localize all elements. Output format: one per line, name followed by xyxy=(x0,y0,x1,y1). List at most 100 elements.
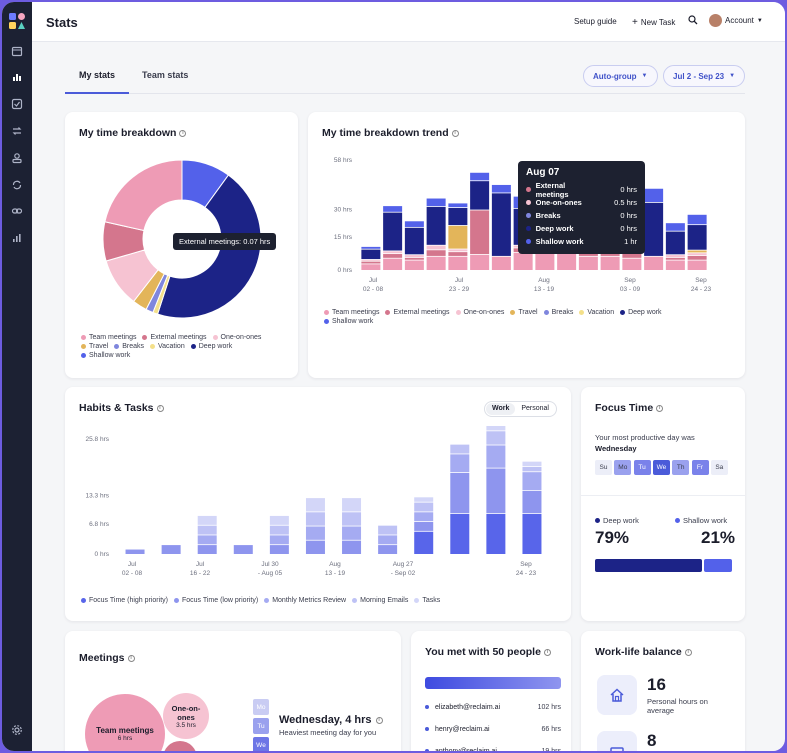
legend-item-vacation[interactable]: Vacation xyxy=(150,343,185,350)
trend-bar-0-team_meetings[interactable] xyxy=(361,264,381,270)
habits-bar-5-focus_low[interactable] xyxy=(305,540,325,554)
setup-guide-link[interactable]: Setup guide xyxy=(574,17,617,26)
trend-bar-14-one_on_ones[interactable] xyxy=(665,255,685,258)
trend-bar-4-external_meetings[interactable] xyxy=(448,252,468,256)
legend-item-external-meetings[interactable]: External meetings xyxy=(142,334,207,341)
habits-bar-11-morning_emails[interactable] xyxy=(522,466,542,472)
trend-bar-2-one_on_ones[interactable] xyxy=(404,255,424,258)
trend-bar-4-travel[interactable] xyxy=(448,225,468,249)
one-on-ones-bubble[interactable]: One-on-ones 3.5 hrs xyxy=(163,693,209,739)
sync-icon[interactable] xyxy=(9,177,25,193)
trend-bar-14-deep_work[interactable] xyxy=(665,231,685,255)
trend-bar-11-external_meetings[interactable] xyxy=(600,254,620,256)
habits-bar-4-focus_low[interactable] xyxy=(269,545,289,554)
habits-bar-8-focus_low[interactable] xyxy=(414,521,434,531)
habits-bar-7-focus_low[interactable] xyxy=(378,545,398,554)
time-breakdown-donut[interactable] xyxy=(102,159,262,319)
info-icon[interactable]: i xyxy=(656,404,664,412)
habits-bar-6-tasks[interactable] xyxy=(342,498,362,512)
habits-bar-10-tasks[interactable] xyxy=(486,425,506,431)
trend-bar-7-team_meetings[interactable] xyxy=(513,252,533,270)
tasks-icon[interactable] xyxy=(9,96,25,112)
reclaim-logo-icon[interactable] xyxy=(8,12,26,30)
legend-item-tasks[interactable]: Tasks xyxy=(414,597,440,604)
toggle-personal[interactable]: Personal xyxy=(521,405,549,412)
habits-bar-7-morning_emails[interactable] xyxy=(378,525,398,535)
habits-bar-5-tasks[interactable] xyxy=(305,498,325,512)
trend-bar-5-shallow_work[interactable] xyxy=(470,172,490,181)
habits-bar-11-monthly_review[interactable] xyxy=(522,472,542,490)
trend-bar-14-team_meetings[interactable] xyxy=(665,260,685,270)
new-task-button[interactable]: + New Task xyxy=(632,17,675,28)
habits-bar-5-morning_emails[interactable] xyxy=(305,512,325,526)
people-icon[interactable] xyxy=(9,150,25,166)
info-icon[interactable]: i xyxy=(543,648,551,656)
trend-bar-2-deep_work[interactable] xyxy=(404,227,424,255)
habits-bar-3-focus_low[interactable] xyxy=(233,545,253,554)
legend-item-vacation[interactable]: Vacation xyxy=(579,309,614,316)
legend-item-monthly-metrics-review[interactable]: Monthly Metrics Review xyxy=(264,597,346,604)
habits-bar-8-focus_high[interactable] xyxy=(414,531,434,554)
trend-bar-0-shallow_work[interactable] xyxy=(361,246,381,249)
habits-bar-1-focus_low[interactable] xyxy=(161,545,181,554)
trend-bar-6-shallow_work[interactable] xyxy=(491,184,511,193)
trend-bar-15-shallow_work[interactable] xyxy=(687,214,707,225)
habits-bar-10-monthly_review[interactable] xyxy=(486,445,506,468)
trend-bar-3-one_on_ones[interactable] xyxy=(426,245,446,250)
habits-bar-11-focus_low[interactable] xyxy=(522,490,542,514)
auto-group-dropdown[interactable]: Auto-group ▼ xyxy=(583,65,658,87)
tab-team-stats[interactable]: Team stats xyxy=(142,70,189,80)
trend-bar-1-deep_work[interactable] xyxy=(383,212,403,251)
habits-bar-4-monthly_review[interactable] xyxy=(269,535,289,545)
habits-bar-4-morning_emails[interactable] xyxy=(269,525,289,535)
stats-icon[interactable] xyxy=(9,69,25,85)
info-icon[interactable]: i xyxy=(156,404,164,412)
person-row[interactable]: elizabeth@reclaim.ai 102 hrs xyxy=(425,701,561,713)
legend-item-deep-work[interactable]: Deep work xyxy=(620,309,662,316)
legend-item-external-meetings[interactable]: External meetings xyxy=(385,309,450,316)
trend-bar-3-external_meetings[interactable] xyxy=(426,250,446,256)
habits-bar-9-focus_high[interactable] xyxy=(450,513,470,554)
legend-item-shallow-work[interactable]: Shallow work xyxy=(324,318,373,325)
trend-bar-4-shallow_work[interactable] xyxy=(448,203,468,208)
trend-bar-13-deep_work[interactable] xyxy=(644,202,664,256)
trend-bar-6-deep_work[interactable] xyxy=(491,193,511,256)
trend-bar-13-team_meetings[interactable] xyxy=(644,256,664,270)
legend-item-focus-time-low-priority[interactable]: Focus Time (low priority) xyxy=(173,597,258,604)
habits-bar-10-morning_emails[interactable] xyxy=(486,431,506,445)
habits-bar-6-monthly_review[interactable] xyxy=(342,526,362,540)
trend-bar-12-external_meetings[interactable] xyxy=(622,252,642,258)
trend-bar-4-one_on_ones[interactable] xyxy=(448,249,468,252)
link-icon[interactable] xyxy=(9,203,25,219)
team-meetings-bubble[interactable]: Team meetings 6 hrs xyxy=(85,694,165,751)
trend-bar-15-team_meetings[interactable] xyxy=(687,260,707,270)
trend-bar-8-team_meetings[interactable] xyxy=(535,249,555,270)
habits-bar-2-focus_low[interactable] xyxy=(197,545,217,554)
trend-bar-1-shallow_work[interactable] xyxy=(383,206,403,212)
donut-slice-team-meetings[interactable] xyxy=(104,159,183,232)
habits-bar-10-focus_high[interactable] xyxy=(486,513,506,554)
external-meetings-bubble[interactable] xyxy=(163,741,197,751)
trend-bar-2-team_meetings[interactable] xyxy=(404,260,424,270)
legend-item-breaks[interactable]: Breaks xyxy=(543,309,573,316)
habits-bar-2-monthly_review[interactable] xyxy=(197,535,217,545)
trend-bar-13-shallow_work[interactable] xyxy=(644,188,664,203)
trend-bar-15-one_on_ones[interactable] xyxy=(687,253,707,256)
info-icon[interactable]: i xyxy=(375,716,383,724)
trend-bar-14-shallow_work[interactable] xyxy=(665,223,685,231)
trend-bar-10-team_meetings[interactable] xyxy=(578,256,598,270)
legend-item-one-on-ones[interactable]: One-on-ones xyxy=(455,309,504,316)
habits-bar-0-focus_low[interactable] xyxy=(125,549,145,554)
habits-bar-6-morning_emails[interactable] xyxy=(342,512,362,526)
trend-bar-4-team_meetings[interactable] xyxy=(448,256,468,270)
habits-bar-11-focus_high[interactable] xyxy=(522,513,542,554)
legend-item-deep-work[interactable]: Deep work xyxy=(190,343,232,350)
habits-bar-6-focus_low[interactable] xyxy=(342,540,362,554)
account-menu[interactable]: Account ▼ xyxy=(709,14,763,27)
settings-gear-icon[interactable] xyxy=(9,722,25,738)
legend-item-shallow-work[interactable]: Shallow work xyxy=(81,352,130,359)
legend-item-travel[interactable]: Travel xyxy=(510,309,538,316)
legend-item-breaks[interactable]: Breaks xyxy=(114,343,144,350)
habits-bar-9-morning_emails[interactable] xyxy=(450,444,470,454)
habits-icon[interactable] xyxy=(9,123,25,139)
